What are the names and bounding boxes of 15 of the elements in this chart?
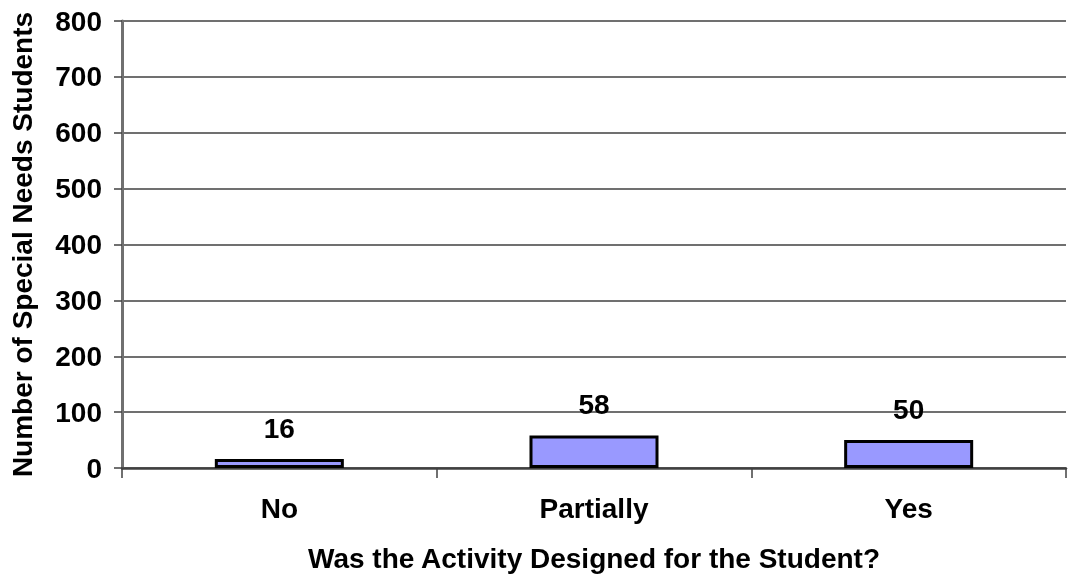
y-tick-label: 500 bbox=[55, 173, 102, 205]
y-tick-label: 700 bbox=[55, 61, 102, 93]
y-tick-label: 800 bbox=[55, 5, 102, 37]
y-tick-label: 400 bbox=[55, 229, 102, 260]
y-tick-label: 200 bbox=[55, 340, 102, 372]
x-tick-label: No bbox=[260, 492, 298, 524]
x-axis-title: Was the Activity Designed for the Student? bbox=[308, 542, 880, 574]
data-label: 16 bbox=[263, 412, 295, 444]
y-axis-title: Number of Special Needs Students bbox=[6, 11, 38, 478]
y-tick-label: 0 bbox=[86, 452, 102, 484]
x-tick-label: Partially bbox=[539, 492, 649, 524]
x-tick-label: Yes bbox=[884, 492, 933, 524]
y-tick-label: 300 bbox=[55, 284, 102, 316]
y-tick-label: 100 bbox=[55, 396, 102, 428]
y-tick-label: 600 bbox=[55, 117, 102, 149]
